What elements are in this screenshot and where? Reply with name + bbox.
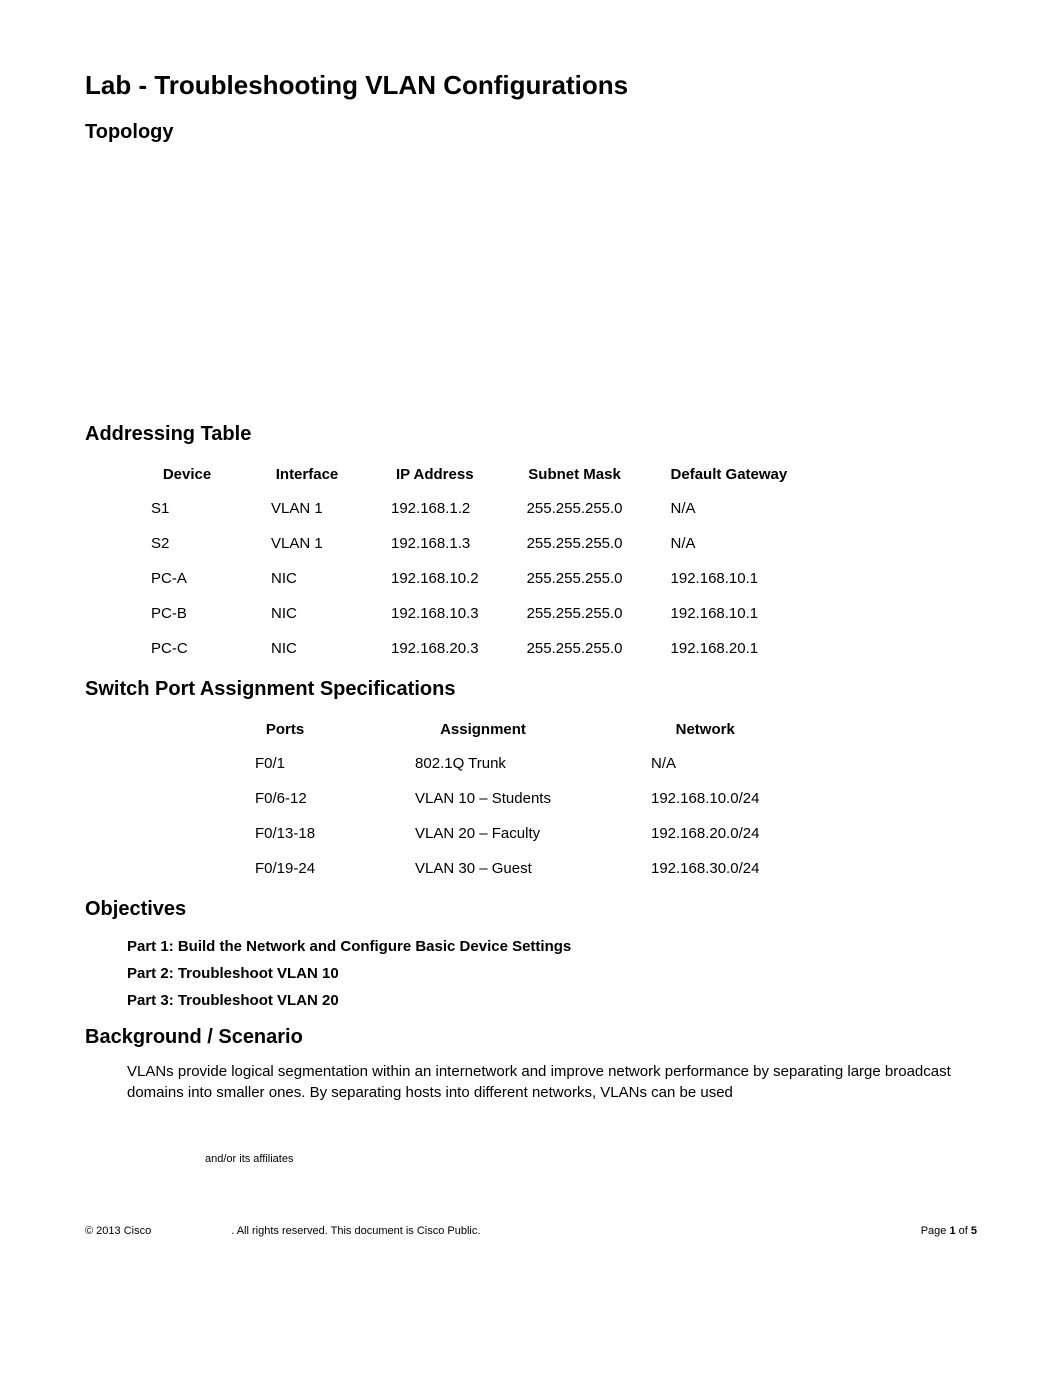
- table-row: S2 VLAN 1 192.168.1.3 255.255.255.0 N/A: [127, 526, 811, 561]
- objective-item: Part 2: Troubleshoot VLAN 10: [127, 960, 977, 987]
- port-spec-table: Ports Assignment Network F0/1 802.1Q Tru…: [205, 713, 809, 886]
- cell: 255.255.255.0: [503, 561, 647, 596]
- cell: 255.255.255.0: [503, 526, 647, 561]
- col-ip: IP Address: [367, 458, 503, 491]
- background-paragraph: VLANs provide logical segmentation withi…: [127, 1061, 977, 1103]
- cell: F0/1: [205, 746, 365, 781]
- page-title: Lab - Troubleshooting VLAN Configuration…: [85, 70, 977, 101]
- addressing-table: Device Interface IP Address Subnet Mask …: [127, 458, 811, 666]
- col-subnet: Subnet Mask: [503, 458, 647, 491]
- cell: NIC: [247, 596, 367, 631]
- objective-item: Part 1: Build the Network and Configure …: [127, 933, 977, 960]
- cell: 192.168.1.3: [367, 526, 503, 561]
- cell: 255.255.255.0: [503, 596, 647, 631]
- cell: NIC: [247, 631, 367, 666]
- table-row: F0/13-18 VLAN 20 – Faculty 192.168.20.0/…: [205, 816, 809, 851]
- footer-affiliates: and/or its affiliates: [205, 1153, 977, 1165]
- cell: S2: [127, 526, 247, 561]
- cell: VLAN 20 – Faculty: [365, 816, 601, 851]
- cell: 192.168.1.2: [367, 491, 503, 526]
- col-device: Device: [127, 458, 247, 491]
- cell: 192.168.10.3: [367, 596, 503, 631]
- cell: VLAN 10 – Students: [365, 781, 601, 816]
- cell: 192.168.30.0/24: [601, 851, 809, 886]
- cell: 192.168.20.0/24: [601, 816, 809, 851]
- cell: 192.168.10.2: [367, 561, 503, 596]
- cell: 255.255.255.0: [503, 491, 647, 526]
- cell: VLAN 1: [247, 491, 367, 526]
- table-row: PC-B NIC 192.168.10.3 255.255.255.0 192.…: [127, 596, 811, 631]
- cell: N/A: [601, 746, 809, 781]
- background-heading: Background / Scenario: [85, 1026, 977, 1049]
- of-label: of: [956, 1225, 971, 1237]
- col-network: Network: [601, 713, 809, 746]
- cell: F0/6-12: [205, 781, 365, 816]
- footer: © 2013 Cisco . All rights reserved. This…: [85, 1225, 977, 1237]
- table-row: F0/6-12 VLAN 10 – Students 192.168.10.0/…: [205, 781, 809, 816]
- cell: 192.168.10.0/24: [601, 781, 809, 816]
- cell: N/A: [647, 526, 812, 561]
- col-assignment: Assignment: [365, 713, 601, 746]
- page-label: Page: [921, 1225, 950, 1237]
- cell: N/A: [647, 491, 812, 526]
- footer-page: Page 1 of 5: [921, 1225, 977, 1237]
- cell: F0/19-24: [205, 851, 365, 886]
- cell: 192.168.20.1: [647, 631, 812, 666]
- cell: 255.255.255.0: [503, 631, 647, 666]
- cell: 192.168.20.3: [367, 631, 503, 666]
- cell: 802.1Q Trunk: [365, 746, 601, 781]
- cell: PC-C: [127, 631, 247, 666]
- cell: 192.168.10.1: [647, 561, 812, 596]
- cell: NIC: [247, 561, 367, 596]
- col-gateway: Default Gateway: [647, 458, 812, 491]
- addressing-heading: Addressing Table: [85, 423, 977, 446]
- table-row: PC-C NIC 192.168.20.3 255.255.255.0 192.…: [127, 631, 811, 666]
- col-ports: Ports: [205, 713, 365, 746]
- table-row: F0/1 802.1Q Trunk N/A: [205, 746, 809, 781]
- objectives-heading: Objectives: [85, 898, 977, 921]
- topology-heading: Topology: [85, 121, 977, 144]
- footer-left: © 2013 Cisco . All rights reserved. This…: [85, 1225, 480, 1237]
- cell: VLAN 30 – Guest: [365, 851, 601, 886]
- cell: VLAN 1: [247, 526, 367, 561]
- table-row: F0/19-24 VLAN 30 – Guest 192.168.30.0/24: [205, 851, 809, 886]
- cell: PC-A: [127, 561, 247, 596]
- topology-placeholder: [85, 156, 977, 411]
- table-header-row: Device Interface IP Address Subnet Mask …: [127, 458, 811, 491]
- cell: PC-B: [127, 596, 247, 631]
- col-interface: Interface: [247, 458, 367, 491]
- total-pages: 5: [971, 1225, 977, 1237]
- portspec-heading: Switch Port Assignment Specifications: [85, 678, 977, 701]
- footer-copyright: © 2013 Cisco: [85, 1225, 151, 1237]
- footer-rights: . All rights reserved. This document is …: [231, 1225, 480, 1237]
- table-row: S1 VLAN 1 192.168.1.2 255.255.255.0 N/A: [127, 491, 811, 526]
- table-row: PC-A NIC 192.168.10.2 255.255.255.0 192.…: [127, 561, 811, 596]
- table-header-row: Ports Assignment Network: [205, 713, 809, 746]
- objectives-list: Part 1: Build the Network and Configure …: [127, 933, 977, 1014]
- cell: 192.168.10.1: [647, 596, 812, 631]
- cell: S1: [127, 491, 247, 526]
- objective-item: Part 3: Troubleshoot VLAN 20: [127, 987, 977, 1014]
- cell: F0/13-18: [205, 816, 365, 851]
